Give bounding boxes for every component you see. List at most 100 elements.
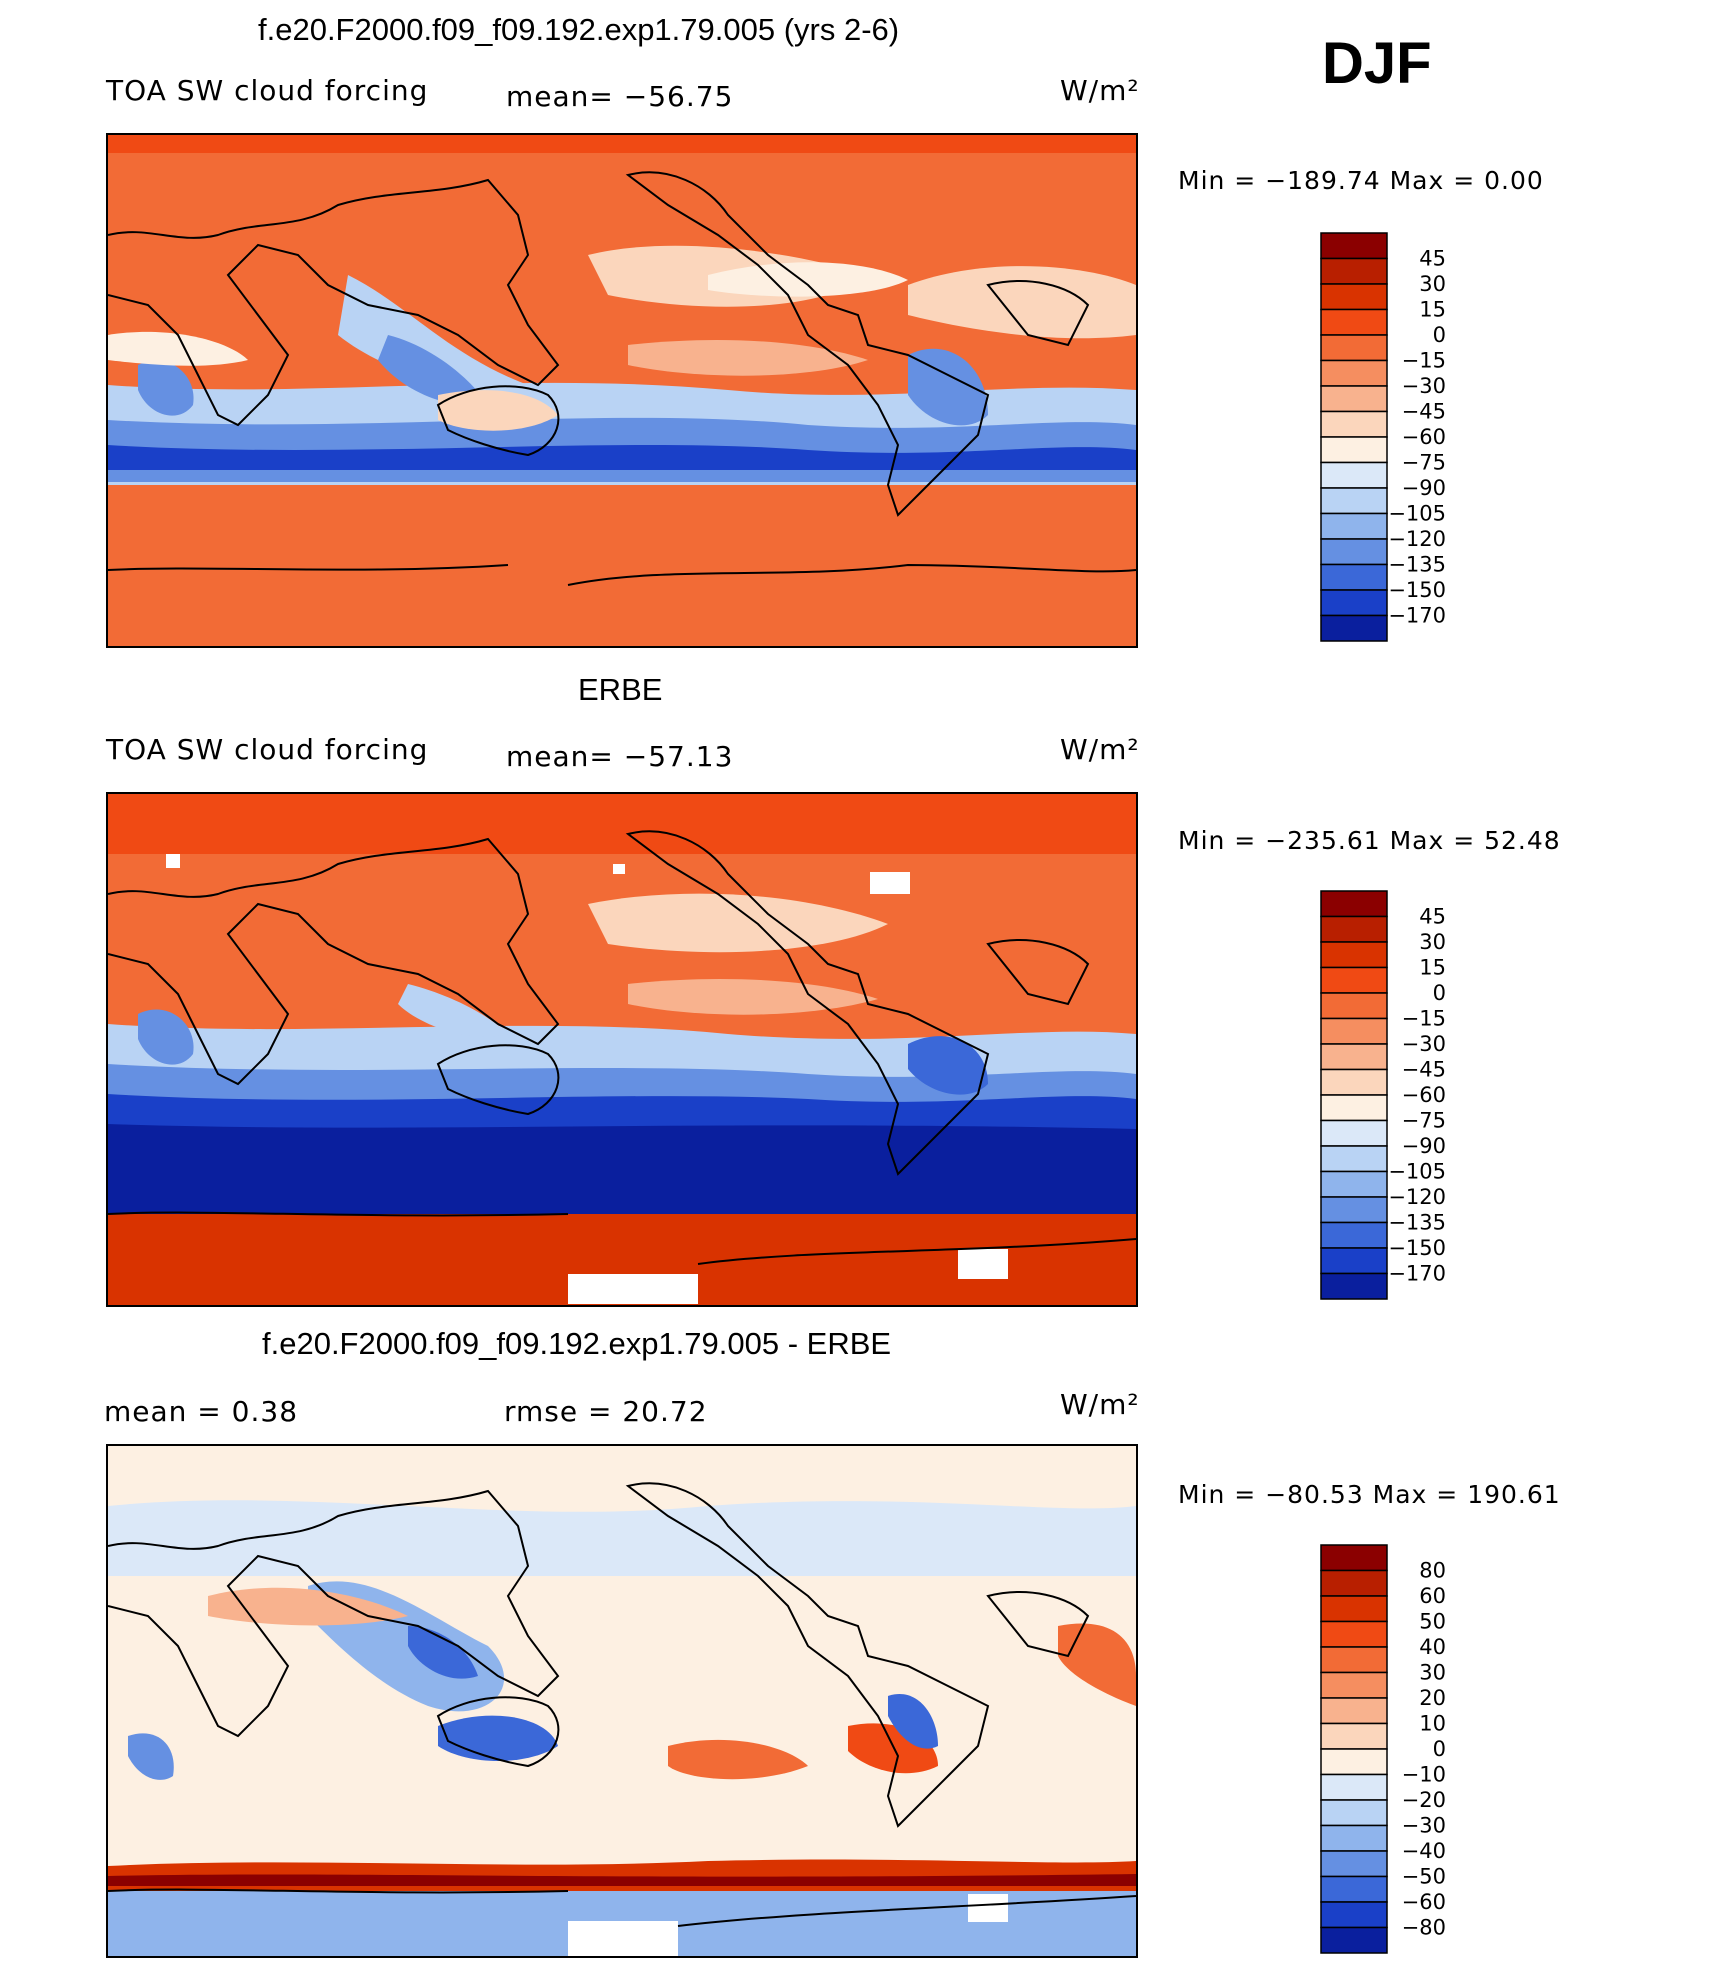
colorbar-box xyxy=(1320,436,1388,464)
colorbar-box xyxy=(1320,915,1388,943)
colorbar-box xyxy=(1320,1850,1388,1878)
colorbar-tick-label: 45 xyxy=(1419,905,1446,929)
colorbar-tick-label: −30 xyxy=(1402,1032,1446,1056)
colorbar-tick-label: −45 xyxy=(1402,400,1446,424)
colorbar-tick-label: 80 xyxy=(1419,1559,1446,1583)
panel-model-variable-label: TOA SW cloud forcing xyxy=(106,74,429,107)
colorbar-tick-label: −105 xyxy=(1388,1160,1446,1184)
colorbar-box xyxy=(1320,1017,1388,1045)
colorbar-box xyxy=(1320,538,1388,566)
panel-diff-rmse-label: rmse = 20.72 xyxy=(504,1395,708,1428)
colorbar-tick-label: −105 xyxy=(1388,502,1446,526)
colorbar-tick-label: −90 xyxy=(1402,1134,1446,1158)
colorbar-tick-label: 30 xyxy=(1419,272,1446,296)
colorbar-tick-label: −170 xyxy=(1388,604,1446,628)
colorbar-tick-label: 40 xyxy=(1419,1635,1446,1659)
panel-diff-title: f.e20.F2000.f09_f09.192.exp1.79.005 - ER… xyxy=(262,1326,892,1361)
colorbar-box xyxy=(1320,1170,1388,1198)
colorbar-box xyxy=(1320,1697,1388,1725)
colorbar-tick-label: −60 xyxy=(1402,425,1446,449)
colorbar-tick-label: 30 xyxy=(1419,930,1446,954)
colorbar-tick-label: −40 xyxy=(1402,1839,1446,1863)
colorbar-box xyxy=(1320,1875,1388,1903)
colorbar-box xyxy=(1320,334,1388,362)
colorbar-tick-label: −75 xyxy=(1402,451,1446,475)
colorbar-box xyxy=(1320,1068,1388,1096)
colorbar-svg: 4530150−15−30−45−60−75−90−105−120−135−15… xyxy=(1320,890,1446,1300)
colorbar-tick-label: −170 xyxy=(1388,1262,1446,1286)
panel-diff-minmax: Min = −80.53 Max = 190.61 xyxy=(1178,1480,1561,1509)
colorbar-tick-label: 10 xyxy=(1419,1712,1446,1736)
diff-map-field xyxy=(108,1446,1136,1956)
colorbar-tick-label: 0 xyxy=(1433,1737,1446,1761)
colorbar-tick-label: −60 xyxy=(1402,1890,1446,1914)
colorbar-svg: 4530150−15−30−45−60−75−90−105−120−135−15… xyxy=(1320,232,1446,642)
colorbar-tick-label: −90 xyxy=(1402,476,1446,500)
panel-model-title: f.e20.F2000.f09_f09.192.exp1.79.005 (yrs… xyxy=(258,12,900,47)
colorbar-tick-label: 0 xyxy=(1433,981,1446,1005)
colorbar-tick-label: −10 xyxy=(1402,1763,1446,1787)
obs-map-field xyxy=(108,794,1136,1305)
colorbar-tick-label: −75 xyxy=(1402,1109,1446,1133)
colorbar-tick-label: −30 xyxy=(1402,374,1446,398)
colorbar-box xyxy=(1320,1043,1388,1071)
colorbar-box xyxy=(1320,563,1388,591)
colorbar-tick-label: 45 xyxy=(1419,247,1446,271)
colorbar-box xyxy=(1320,1671,1388,1699)
panel-model-map xyxy=(106,133,1138,648)
colorbar-box xyxy=(1320,283,1388,311)
colorbar-box xyxy=(1320,1145,1388,1173)
colorbar-tick-label: −20 xyxy=(1402,1788,1446,1812)
colorbar-tick-label: −45 xyxy=(1402,1058,1446,1082)
colorbar-box xyxy=(1320,1272,1388,1300)
colorbar-box xyxy=(1320,461,1388,489)
colorbar-box xyxy=(1320,992,1388,1020)
colorbar-box xyxy=(1320,1901,1388,1929)
colorbar-box xyxy=(1320,966,1388,994)
colorbar-box xyxy=(1320,890,1388,918)
colorbar-tick-label: −60 xyxy=(1402,1083,1446,1107)
panel-diff-map xyxy=(106,1444,1138,1958)
panel-model-colorbar: 45 30 15 0 −15 −30 −45 −60 −75 −90 −105 −120 −135 −15… xyxy=(1320,232,1446,649)
panel-diff-units: W/m² xyxy=(1060,1388,1140,1421)
colorbar-box xyxy=(1320,1196,1388,1224)
colorbar-box xyxy=(1320,1748,1388,1776)
colorbar-tick-label: −135 xyxy=(1388,1211,1446,1235)
panel-model-minmax: Min = −189.74 Max = 0.00 xyxy=(1178,166,1544,195)
panel-obs-units: W/m² xyxy=(1060,733,1140,766)
panel-model-mean-label: mean= −56.75 xyxy=(506,80,734,113)
panel-obs-mean-label: mean= −57.13 xyxy=(506,740,734,773)
colorbar-tick-label: −150 xyxy=(1388,1236,1446,1260)
colorbar-tick-label: 20 xyxy=(1419,1686,1446,1710)
panel-obs-variable-label: TOA SW cloud forcing xyxy=(106,733,429,766)
colorbar-tick-label: −15 xyxy=(1402,1007,1446,1031)
colorbar-tick-label: −15 xyxy=(1402,349,1446,373)
colorbar-box xyxy=(1320,385,1388,413)
colorbar-box xyxy=(1320,1247,1388,1275)
colorbar-tick-label: 60 xyxy=(1419,1584,1446,1608)
colorbar-tick-label: −30 xyxy=(1402,1814,1446,1838)
colorbar-box xyxy=(1320,1773,1388,1801)
colorbar-tick-label: −120 xyxy=(1388,527,1446,551)
colorbar-box xyxy=(1320,941,1388,969)
colorbar-box xyxy=(1320,359,1388,387)
model-map-field xyxy=(108,135,1136,646)
panel-model-units: W/m² xyxy=(1060,74,1140,107)
colorbar-box xyxy=(1320,410,1388,438)
colorbar-box xyxy=(1320,1595,1388,1623)
colorbar-box xyxy=(1320,1221,1388,1249)
panel-obs-colorbar: 45 30 15 0 −15 −30 −45 −60 −75 −90 −105 −120 −135 −15… xyxy=(1320,890,1446,1307)
colorbar-tick-label: −150 xyxy=(1388,578,1446,602)
colorbar-box xyxy=(1320,589,1388,617)
season-label: DJF xyxy=(1322,31,1432,96)
colorbar-tick-label: −120 xyxy=(1388,1185,1446,1209)
colorbar-box xyxy=(1320,257,1388,285)
panel-obs-title: ERBE xyxy=(578,672,663,707)
colorbar-box xyxy=(1320,1119,1388,1147)
colorbar-box xyxy=(1320,1722,1388,1750)
colorbar-tick-label: 30 xyxy=(1419,1661,1446,1685)
colorbar-box xyxy=(1320,308,1388,336)
colorbar-box xyxy=(1320,1824,1388,1852)
panel-diff-mean-label: mean = 0.38 xyxy=(104,1395,299,1428)
